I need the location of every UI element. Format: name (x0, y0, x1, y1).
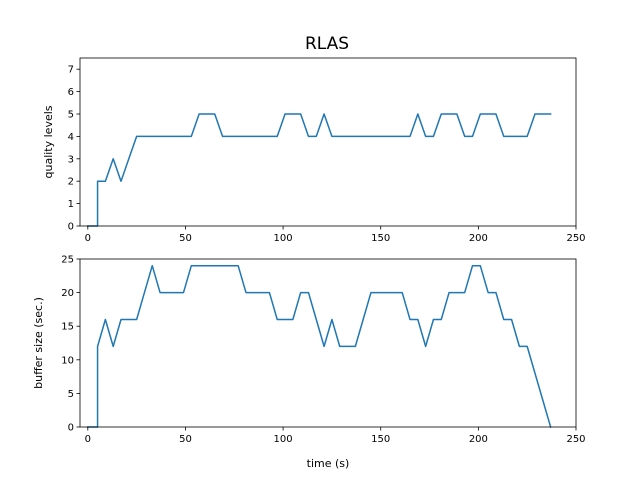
y-tick-label: 10 (61, 355, 74, 366)
y-tick-label: 25 (61, 255, 74, 266)
x-axis-label: time (s) (307, 457, 350, 470)
series-line (87, 113, 552, 227)
buffer-size-panel: 0 50 100 150 200 250 0 5 10 15 20 25 buffer size (se… (32, 255, 586, 471)
x-tick-label: 0 (85, 434, 91, 445)
x-tick-label: 100 (274, 434, 293, 445)
plot-frame (79, 57, 577, 227)
x-tick-label: 150 (371, 434, 390, 445)
y-tick-label: 7 (68, 65, 74, 76)
x-tick-label: 150 (371, 233, 390, 244)
quality-levels-panel: 0 50 100 150 200 250 0 1 2 3 4 5 6 7 quality levels (42, 57, 586, 244)
plot-frame (79, 258, 577, 428)
y-tick-label: 1 (68, 199, 74, 210)
y-axis-label: quality levels (42, 105, 55, 178)
y-tick-label: 15 (61, 322, 74, 333)
x-tick-label: 250 (566, 233, 585, 244)
x-tick-label: 250 (566, 434, 585, 445)
y-tick-label: 3 (68, 154, 74, 165)
x-tick-label: 0 (85, 233, 91, 244)
y-tick-label: 4 (68, 132, 74, 143)
y-tick-label: 2 (68, 177, 74, 188)
series-line (87, 264, 552, 428)
y-axis-label: buffer size (sec.) (32, 297, 45, 389)
y-tick-label: 5 (68, 110, 74, 121)
x-tick-label: 50 (179, 434, 192, 445)
x-tick-label: 200 (469, 233, 488, 244)
y-tick-label: 0 (68, 222, 74, 233)
y-tick-label: 20 (61, 288, 74, 299)
y-tick-label: 6 (68, 87, 74, 98)
chart-title: RLAS (305, 34, 349, 54)
x-tick-label: 200 (469, 434, 488, 445)
x-tick-label: 50 (179, 233, 192, 244)
y-tick-label: 0 (68, 423, 74, 434)
x-tick-label: 100 (274, 233, 293, 244)
y-tick-label: 5 (68, 389, 74, 400)
